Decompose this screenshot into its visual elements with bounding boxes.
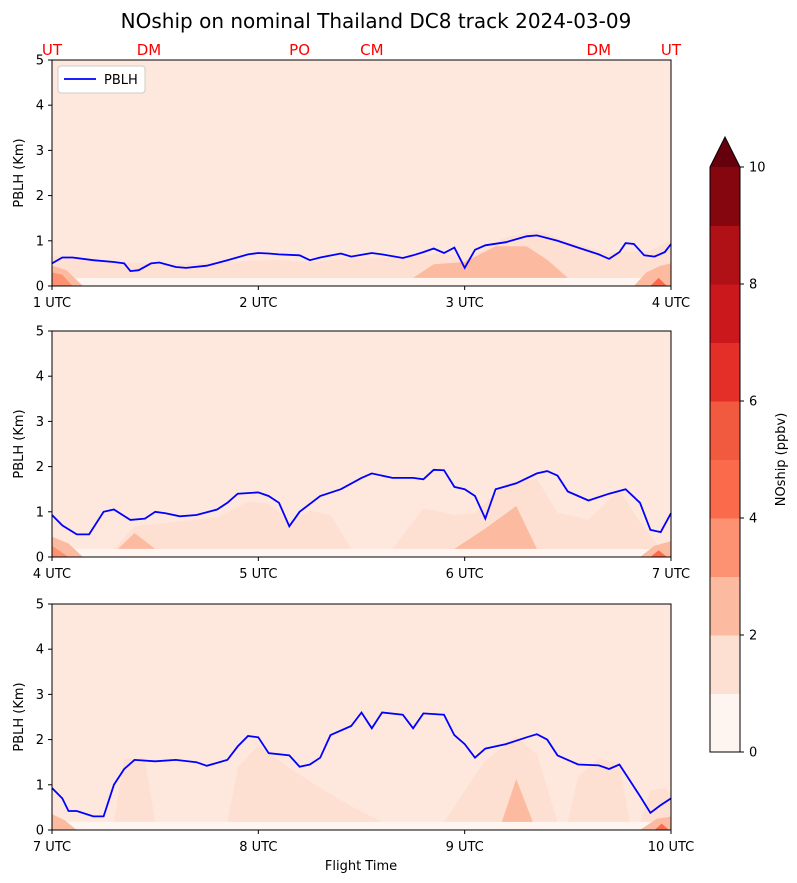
site-label: UT xyxy=(661,41,682,59)
panel-2: 0 1 2 3 4 5 4 UTC 5 UTC 6 UTC 7 UTC PBLH (Km) xyxy=(12,325,690,583)
contour-region xyxy=(654,823,669,830)
y-tick-label: 0 xyxy=(36,824,44,839)
site-label: DM xyxy=(137,41,162,59)
y-tick-label: 3 xyxy=(36,688,44,703)
contour-region xyxy=(567,758,630,822)
colorbar-tick-label: 2 xyxy=(749,629,757,644)
legend-box xyxy=(57,65,146,94)
site-label: DM xyxy=(587,41,612,59)
pblh-line xyxy=(51,710,672,818)
x-tick-label: 7 UTC xyxy=(33,840,71,855)
x-tick-label: 4 UTC xyxy=(652,296,690,311)
contour-field xyxy=(52,60,671,278)
contour-region xyxy=(444,735,558,822)
y-tick-label: 1 xyxy=(36,505,44,520)
contour-region xyxy=(650,550,667,557)
colorbar-segment xyxy=(710,518,740,577)
pblh-line xyxy=(51,468,672,536)
colorbar-segment xyxy=(710,635,740,694)
y-axis-label: PBLH (Km) xyxy=(12,138,27,207)
contour-region xyxy=(640,787,671,822)
contour-region xyxy=(413,246,568,278)
contour-region xyxy=(633,263,671,286)
x-tick-label: 1 UTC xyxy=(33,296,71,311)
colorbar-frame xyxy=(709,135,741,753)
panel-3: 0 1 2 3 4 5 7 UTC 8 UTC 9 UTC 10 UTC PBLH (Km) xyxy=(12,598,694,856)
colorbar-segment xyxy=(710,693,740,753)
y-tick-label: 5 xyxy=(36,54,44,69)
colorbar-tick-label: 8 xyxy=(749,278,757,293)
x-tick-label: 5 UTC xyxy=(239,567,277,582)
x-tick-label: 6 UTC xyxy=(446,567,484,582)
contour-region xyxy=(52,272,73,286)
y-tick-label: 2 xyxy=(36,733,44,748)
x-tick-label: 10 UTC xyxy=(648,840,694,855)
chart-title: NOship on nominal Thailand DC8 track 202… xyxy=(121,9,632,33)
panel-1: 0 1 2 3 4 5 1 UTC 2 UTC 3 UTC 4 UTC PBLH (Km) PBLH xyxy=(12,54,690,312)
colorbar-tick-label: 4 xyxy=(749,512,757,527)
y-tick-label: 5 xyxy=(36,325,44,340)
x-tick-label: 3 UTC xyxy=(446,296,484,311)
x-tick-label: 2 UTC xyxy=(239,296,277,311)
legend-label: PBLH xyxy=(104,73,138,88)
y-tick-label: 4 xyxy=(36,643,44,658)
y-tick-label: 1 xyxy=(36,778,44,793)
axes-frame xyxy=(51,59,672,287)
site-label: UT xyxy=(42,41,63,59)
x-axis-label: Flight Time xyxy=(325,859,397,874)
axes-frame xyxy=(51,603,672,831)
site-labels: UT DM PO CM DM UT xyxy=(42,41,682,59)
colorbar-segment xyxy=(710,284,740,343)
y-tick-label: 2 xyxy=(36,189,44,204)
colorbar-tick-label: 10 xyxy=(749,161,766,176)
contour-region xyxy=(113,758,156,822)
contour-region xyxy=(640,541,671,557)
x-tick-label: 4 UTC xyxy=(33,567,71,582)
colorbar: 0 2 4 6 8 10 NOship (ppbv) xyxy=(709,135,789,761)
y-tick-label: 3 xyxy=(36,415,44,430)
colorbar-segment xyxy=(710,225,740,285)
site-label: PO xyxy=(289,41,310,59)
contour-region xyxy=(118,533,156,549)
x-tick-label: 8 UTC xyxy=(239,840,277,855)
site-label: CM xyxy=(360,41,383,59)
contour-region xyxy=(650,277,667,286)
contour-region xyxy=(52,545,69,557)
axes-frame xyxy=(51,330,672,558)
y-tick-label: 5 xyxy=(36,598,44,613)
colorbar-segment xyxy=(710,459,740,519)
colorbar-tick-label: 6 xyxy=(749,395,757,410)
y-tick-label: 0 xyxy=(36,551,44,566)
x-tick-label: 9 UTC xyxy=(446,840,484,855)
contour-region xyxy=(501,778,533,822)
colorbar-label: NOship (ppbv) xyxy=(774,413,789,507)
colorbar-segment xyxy=(710,576,740,636)
colorbar-extend-arrow xyxy=(710,137,740,167)
y-axis-label: PBLH (Km) xyxy=(12,682,27,751)
contour-region xyxy=(52,814,77,830)
contour-region xyxy=(227,745,383,822)
pblh-line xyxy=(51,234,672,273)
contour-region xyxy=(392,478,661,549)
colorbar-segment xyxy=(710,167,740,226)
contour-field xyxy=(52,331,671,549)
y-tick-label: 4 xyxy=(36,99,44,114)
colorbar-tick-label: 0 xyxy=(749,746,757,761)
colorbar-segment xyxy=(710,342,740,402)
x-tick-label: 7 UTC xyxy=(652,567,690,582)
contour-region xyxy=(454,505,537,549)
colorbar-segment xyxy=(710,401,740,460)
y-tick-label: 0 xyxy=(36,280,44,295)
y-tick-label: 1 xyxy=(36,234,44,249)
contour-region xyxy=(113,501,352,549)
y-tick-label: 2 xyxy=(36,460,44,475)
y-tick-label: 4 xyxy=(36,370,44,385)
y-tick-label: 3 xyxy=(36,144,44,159)
y-axis-label: PBLH (Km) xyxy=(12,409,27,478)
